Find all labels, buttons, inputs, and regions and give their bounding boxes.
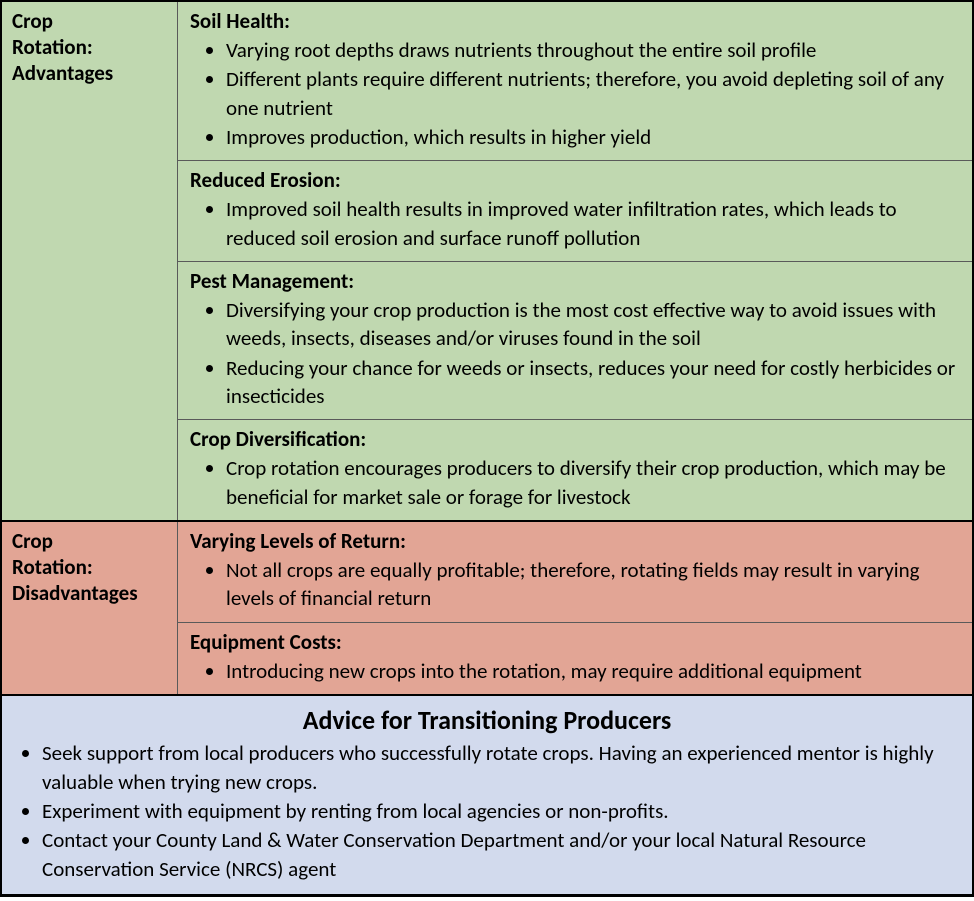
bullet: Crop rotation encourages producers to di… [226,454,960,511]
bullet: Introducing new crops into the rotation,… [226,657,960,685]
section-varying-return: Varying Levels of Return: Not all crops … [178,522,972,622]
section-heading: Reduced Erosion: [190,167,960,193]
advice-row: Advice for Transitioning Producers Seek … [2,694,972,894]
section-heading: Pest Management: [190,268,960,294]
label-text: Rotation: [12,34,93,60]
advantages-label: Crop Rotation: Advantages [2,2,178,520]
bullet: Reducing your chance for weeds or insect… [226,354,960,411]
section-heading: Varying Levels of Return: [190,528,960,554]
bullet: Improves production, which results in hi… [226,123,960,151]
section-pest-management: Pest Management: Diversifying your crop … [178,261,972,419]
section-heading: Crop Diversification: [190,426,960,452]
label-text: Disadvantages [12,580,138,606]
section-heading: Soil Health: [190,8,960,34]
section-soil-health: Soil Health: Varying root depths draws n… [178,2,972,160]
bullet-list: Diversifying your crop production is the… [190,296,960,410]
advice-body: Seek support from local producers who su… [2,739,972,894]
section-equipment-costs: Equipment Costs: Introducing new crops i… [178,622,972,694]
advantages-row: Crop Rotation: Advantages Soil Health: V… [2,2,972,520]
disadvantages-label: Crop Rotation: Disadvantages [2,522,178,694]
disadvantages-content: Varying Levels of Return: Not all crops … [178,522,972,694]
bullet: Experiment with equipment by renting fro… [42,797,958,825]
bullet-list: Crop rotation encourages producers to di… [190,454,960,511]
bullet: Different plants require different nutri… [226,65,960,122]
advantages-content: Soil Health: Varying root depths draws n… [178,2,972,520]
bullet: Diversifying your crop production is the… [226,296,960,353]
bullet: Varying root depths draws nutrients thro… [226,36,960,64]
bullet-list: Seek support from local producers who su… [16,739,958,883]
section-heading: Equipment Costs: [190,629,960,655]
disadvantages-row: Crop Rotation: Disadvantages Varying Lev… [2,520,972,694]
crop-rotation-table: Crop Rotation: Advantages Soil Health: V… [0,0,974,897]
label-text: Advantages [12,60,113,86]
label-text: Rotation: [12,554,93,580]
label-text: Crop [12,528,53,554]
label-text: Crop [12,8,53,34]
bullet-list: Not all crops are equally profitable; th… [190,556,960,613]
bullet: Seek support from local producers who su… [42,739,958,796]
section-reduced-erosion: Reduced Erosion: Improved soil health re… [178,160,972,261]
bullet: Contact your County Land & Water Conserv… [42,826,958,883]
bullet-list: Improved soil health results in improved… [190,195,960,252]
bullet: Improved soil health results in improved… [226,195,960,252]
section-crop-diversification: Crop Diversification: Crop rotation enco… [178,419,972,520]
bullet-list: Varying root depths draws nutrients thro… [190,36,960,151]
bullet-list: Introducing new crops into the rotation,… [190,657,960,685]
bullet: Not all crops are equally profitable; th… [226,556,960,613]
advice-title: Advice for Transitioning Producers [2,696,972,738]
